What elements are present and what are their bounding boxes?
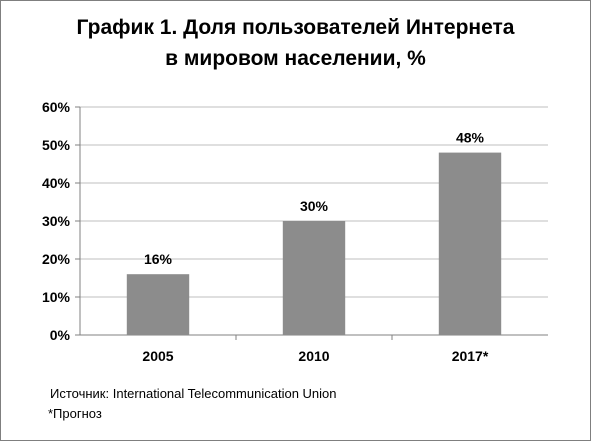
chart-title-line-2: в мировом населении, % <box>165 47 426 70</box>
y-tick-label: 0% <box>50 327 71 343</box>
y-tick-label: 20% <box>42 251 71 267</box>
bar <box>126 274 190 335</box>
bar-data-label: 48% <box>456 130 485 146</box>
y-tick-label: 40% <box>42 175 71 191</box>
bar <box>282 221 346 335</box>
chart-title-line-1: График 1. Доля пользователей Интернета <box>76 16 515 39</box>
y-tick-label: 60% <box>42 99 71 115</box>
y-tick-label: 30% <box>42 213 71 229</box>
bar-data-label: 16% <box>144 251 173 267</box>
source-note: Источник: International Telecommunicatio… <box>50 386 337 401</box>
bar <box>438 152 502 335</box>
chart-notes: Источник: International Telecommunicatio… <box>48 384 337 424</box>
y-tick-label: 50% <box>42 137 71 153</box>
x-tick-label: 2017* <box>452 348 489 364</box>
y-tick-label: 10% <box>42 289 71 305</box>
x-tick-label: 2010 <box>298 348 329 364</box>
x-tick-label: 2005 <box>142 348 173 364</box>
chart-title: График 1. Доля пользователей Интернета в… <box>0 12 591 74</box>
forecast-footnote: *Прогноз <box>48 406 102 421</box>
bar-data-label: 30% <box>300 198 329 214</box>
